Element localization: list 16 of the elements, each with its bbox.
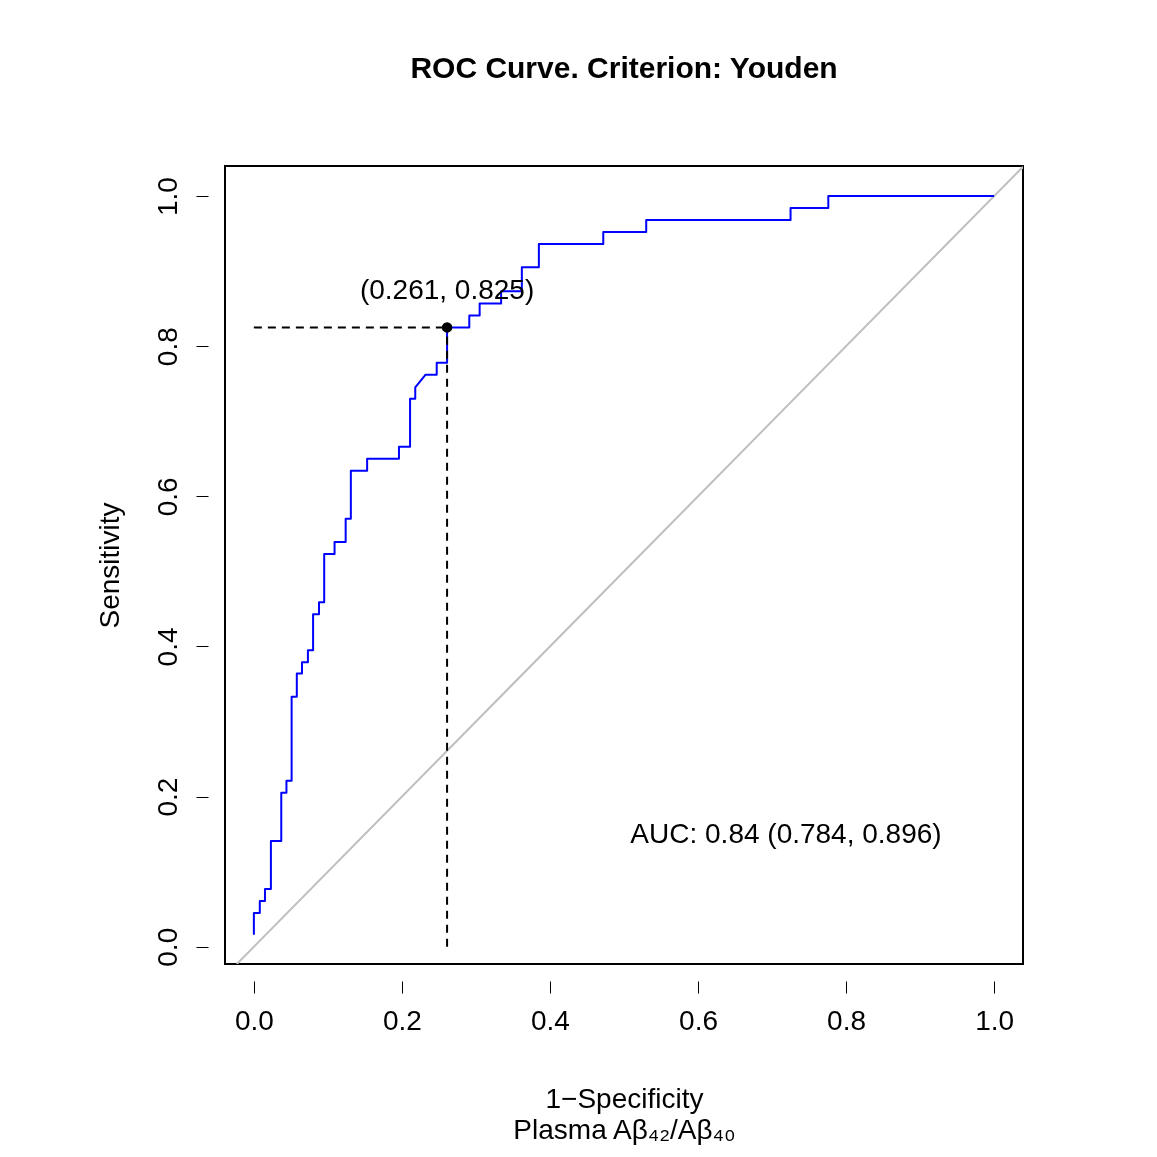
y-tick-label: 0.8 [151,327,183,367]
y-tick-label: 0.4 [151,627,183,667]
x-axis-title: 1−Specificity Plasma Aβ₄₂/Aβ₄₀ [513,1082,736,1145]
y-tick-label: 0.0 [151,927,183,967]
x-tick-label: 0.0 [234,1004,274,1036]
y-tick-label: 0.6 [151,477,183,517]
x-tick-label: 0.4 [531,1004,570,1036]
annotation: AUC: 0.84 (0.784, 0.896) [630,817,942,849]
y-tick-label: 1.0 [151,177,183,216]
y-axis-title: Sensitivity [93,502,125,629]
x-tick-label: 0.6 [679,1004,718,1036]
x-tick-label: 0.8 [827,1004,867,1036]
x-tick-label: 0.2 [382,1004,422,1036]
y-tick-label: 0.2 [151,777,183,817]
chart-title: ROC Curve. Criterion: Youden [410,51,838,84]
x-tick-label: 1.0 [975,1004,1015,1036]
